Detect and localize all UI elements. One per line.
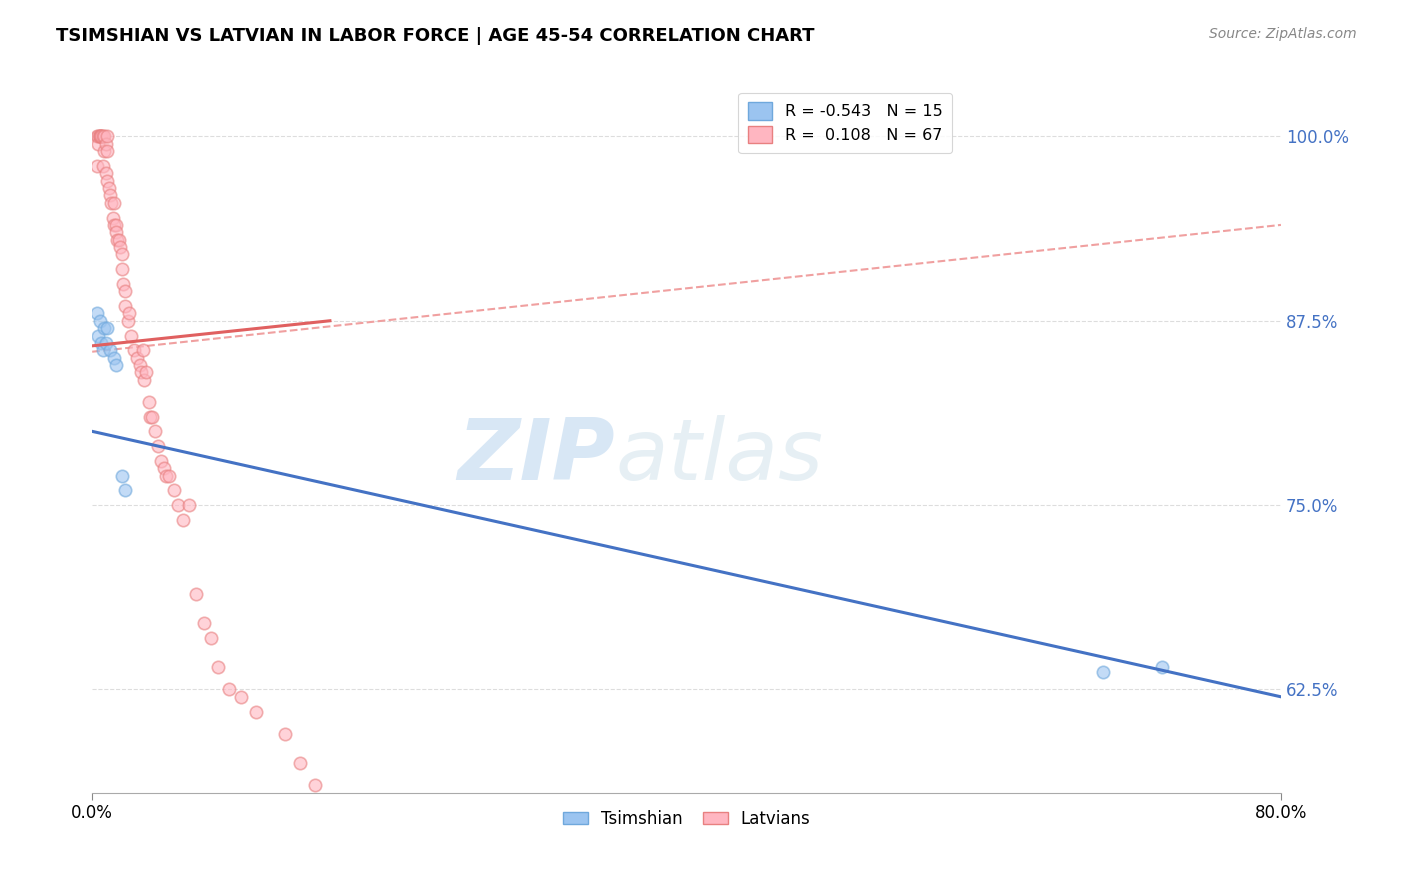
Point [100,195,122,210]
Point [152,461,174,475]
Point [104,358,127,372]
Point [96,144,118,158]
Point [90,129,112,144]
Point [103,218,125,232]
Point [118,306,141,320]
Point [122,343,145,358]
Point [274,726,297,740]
Point [86,306,108,320]
Point [87,328,110,343]
Point [108,233,131,247]
Point [98,343,121,358]
Point [111,247,134,261]
Point [90,335,112,350]
Point [111,468,134,483]
Point [159,468,181,483]
Text: TSIMSHIAN VS LATVIAN IN LABOR FORCE | AGE 45-54 CORRELATION CHART: TSIMSHIAN VS LATVIAN IN LABOR FORCE | AG… [56,27,814,45]
Point [135,365,157,379]
Point [97,181,120,195]
Point [89,314,111,328]
Point [89,129,111,144]
Point [96,129,118,144]
Point [155,468,177,483]
Point [107,233,129,247]
Point [120,328,142,343]
Point [90,129,112,144]
Point [91,159,114,173]
Text: ZIP: ZIP [457,415,616,498]
Point [167,498,190,512]
Point [94,166,117,180]
Point [87,129,110,144]
Point [87,136,110,151]
Point [89,129,111,144]
Point [134,373,156,387]
Point [117,314,139,328]
Point [86,159,108,173]
Point [139,409,162,424]
Point [98,188,121,202]
Text: atlas: atlas [616,415,824,498]
Point [218,682,240,697]
Point [172,513,194,527]
Point [193,616,215,631]
Point [143,425,166,439]
Point [290,756,312,771]
Point [138,395,160,409]
Point [89,129,111,144]
Point [96,174,118,188]
Point [110,240,132,254]
Point [304,778,326,792]
Point [141,409,163,424]
Point [91,343,114,358]
Point [229,690,252,704]
Point [1152,660,1174,674]
Point [93,129,115,144]
Point [114,285,136,299]
Point [149,454,172,468]
Point [96,321,118,335]
Point [186,586,208,600]
Point [146,439,169,453]
Point [125,351,148,365]
Point [129,365,152,379]
Point [93,321,115,335]
Point [114,299,136,313]
Point [103,351,125,365]
Point [163,483,186,498]
Point [91,129,114,144]
Point [1091,665,1114,679]
Point [207,660,229,674]
Point [93,144,115,158]
Point [94,136,117,151]
Point [245,705,267,719]
Point [200,631,222,645]
Point [104,218,127,232]
Point [94,335,117,350]
Point [177,498,200,512]
Point [112,277,135,291]
Point [104,225,127,239]
Point [103,195,125,210]
Text: Source: ZipAtlas.com: Source: ZipAtlas.com [1209,27,1357,41]
Point [111,262,134,277]
Point [114,483,136,498]
Point [128,358,150,372]
Point [131,343,153,358]
Point [86,129,108,144]
Point [101,211,124,225]
Legend: Tsimshian, Latvians: Tsimshian, Latvians [555,803,817,834]
